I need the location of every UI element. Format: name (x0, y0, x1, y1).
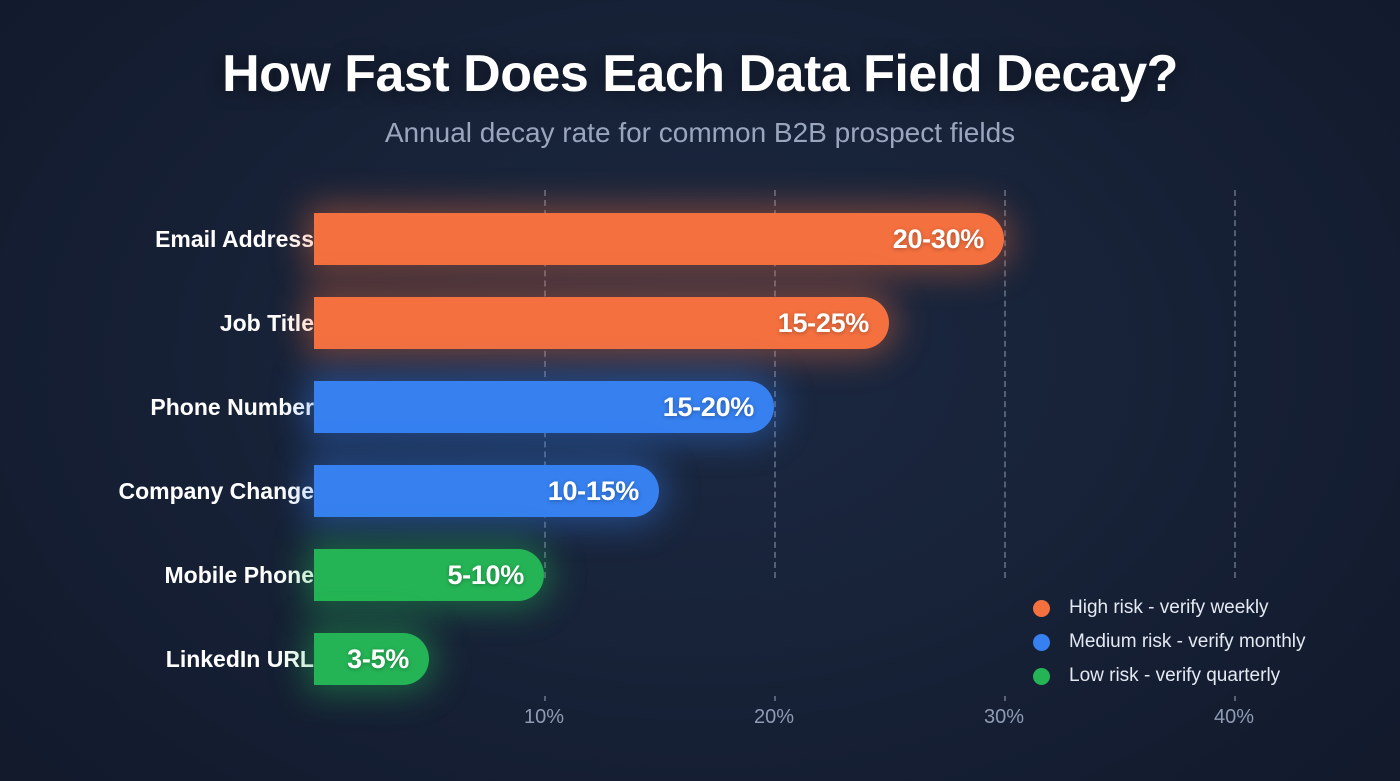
legend-swatch-icon (1033, 667, 1050, 685)
bar-row: Company Change 10-15% (0, 465, 1400, 517)
tick-mark (1234, 696, 1236, 701)
gridline (774, 190, 776, 578)
category-label: LinkedIn URL (165, 646, 314, 672)
tick-mark (774, 696, 776, 701)
category-label: Email Address (155, 226, 314, 252)
gridline (1004, 190, 1006, 578)
category-label: Phone Number (150, 394, 314, 420)
x-tick-label: 30% (983, 706, 1025, 728)
legend-item[interactable]: Low risk - verify quarterly (1033, 659, 1306, 693)
bar-value-label: 20-30% (892, 223, 985, 254)
bar-row: Email Address 20-30% (0, 213, 1400, 265)
bar-value-label: 3-5% (347, 643, 409, 674)
legend-label: Low risk - verify quarterly (1069, 665, 1281, 686)
bar[interactable]: 20-30% (314, 213, 1004, 265)
chart-legend: High risk - verify weekly Medium risk - v… (1033, 591, 1306, 693)
bar-value-label: 5-10% (447, 559, 524, 590)
tick-mark (1004, 696, 1006, 701)
tick-mark (544, 696, 546, 701)
bar-row: Phone Number 15-20% (0, 381, 1400, 433)
chart-title: How Fast Does Each Data Field Decay? (222, 45, 1178, 103)
bar-row: Job Title 15-25% (0, 297, 1400, 349)
legend-item[interactable]: High risk - verify weekly (1033, 591, 1306, 625)
bar[interactable]: 5-10% (314, 549, 544, 601)
legend-label: Medium risk - verify monthly (1069, 631, 1306, 652)
legend-item[interactable]: Medium risk - verify monthly (1033, 625, 1306, 659)
legend-swatch-icon (1033, 599, 1050, 617)
bar[interactable]: 10-15% (314, 465, 659, 517)
bar-value-label: 10-15% (547, 475, 640, 506)
category-label: Mobile Phone (164, 562, 315, 588)
bar-row: Mobile Phone 5-10% (0, 549, 1400, 601)
bar-value-label: 15-20% (662, 391, 755, 422)
bar[interactable]: 3-5% (314, 633, 429, 685)
x-tick-label: 20% (753, 706, 795, 728)
gridline (1234, 190, 1236, 578)
x-tick-label: 40% (1213, 706, 1255, 728)
bar[interactable]: 15-25% (314, 297, 889, 349)
bar[interactable]: 15-20% (314, 381, 774, 433)
legend-swatch-icon (1033, 633, 1050, 651)
category-label: Job Title (219, 310, 314, 336)
chart-header: How Fast Does Each Data Field Decay? Ann… (0, 45, 1400, 149)
category-label: Company Change (118, 478, 314, 504)
bar-row: LinkedIn URL 3-5% (0, 633, 1400, 685)
legend-label: High risk - verify weekly (1069, 597, 1269, 618)
bar-value-label: 15-25% (777, 307, 870, 338)
chart-subtitle: Annual decay rate for common B2B prospec… (384, 117, 1016, 149)
x-tick-label: 10% (523, 706, 565, 728)
